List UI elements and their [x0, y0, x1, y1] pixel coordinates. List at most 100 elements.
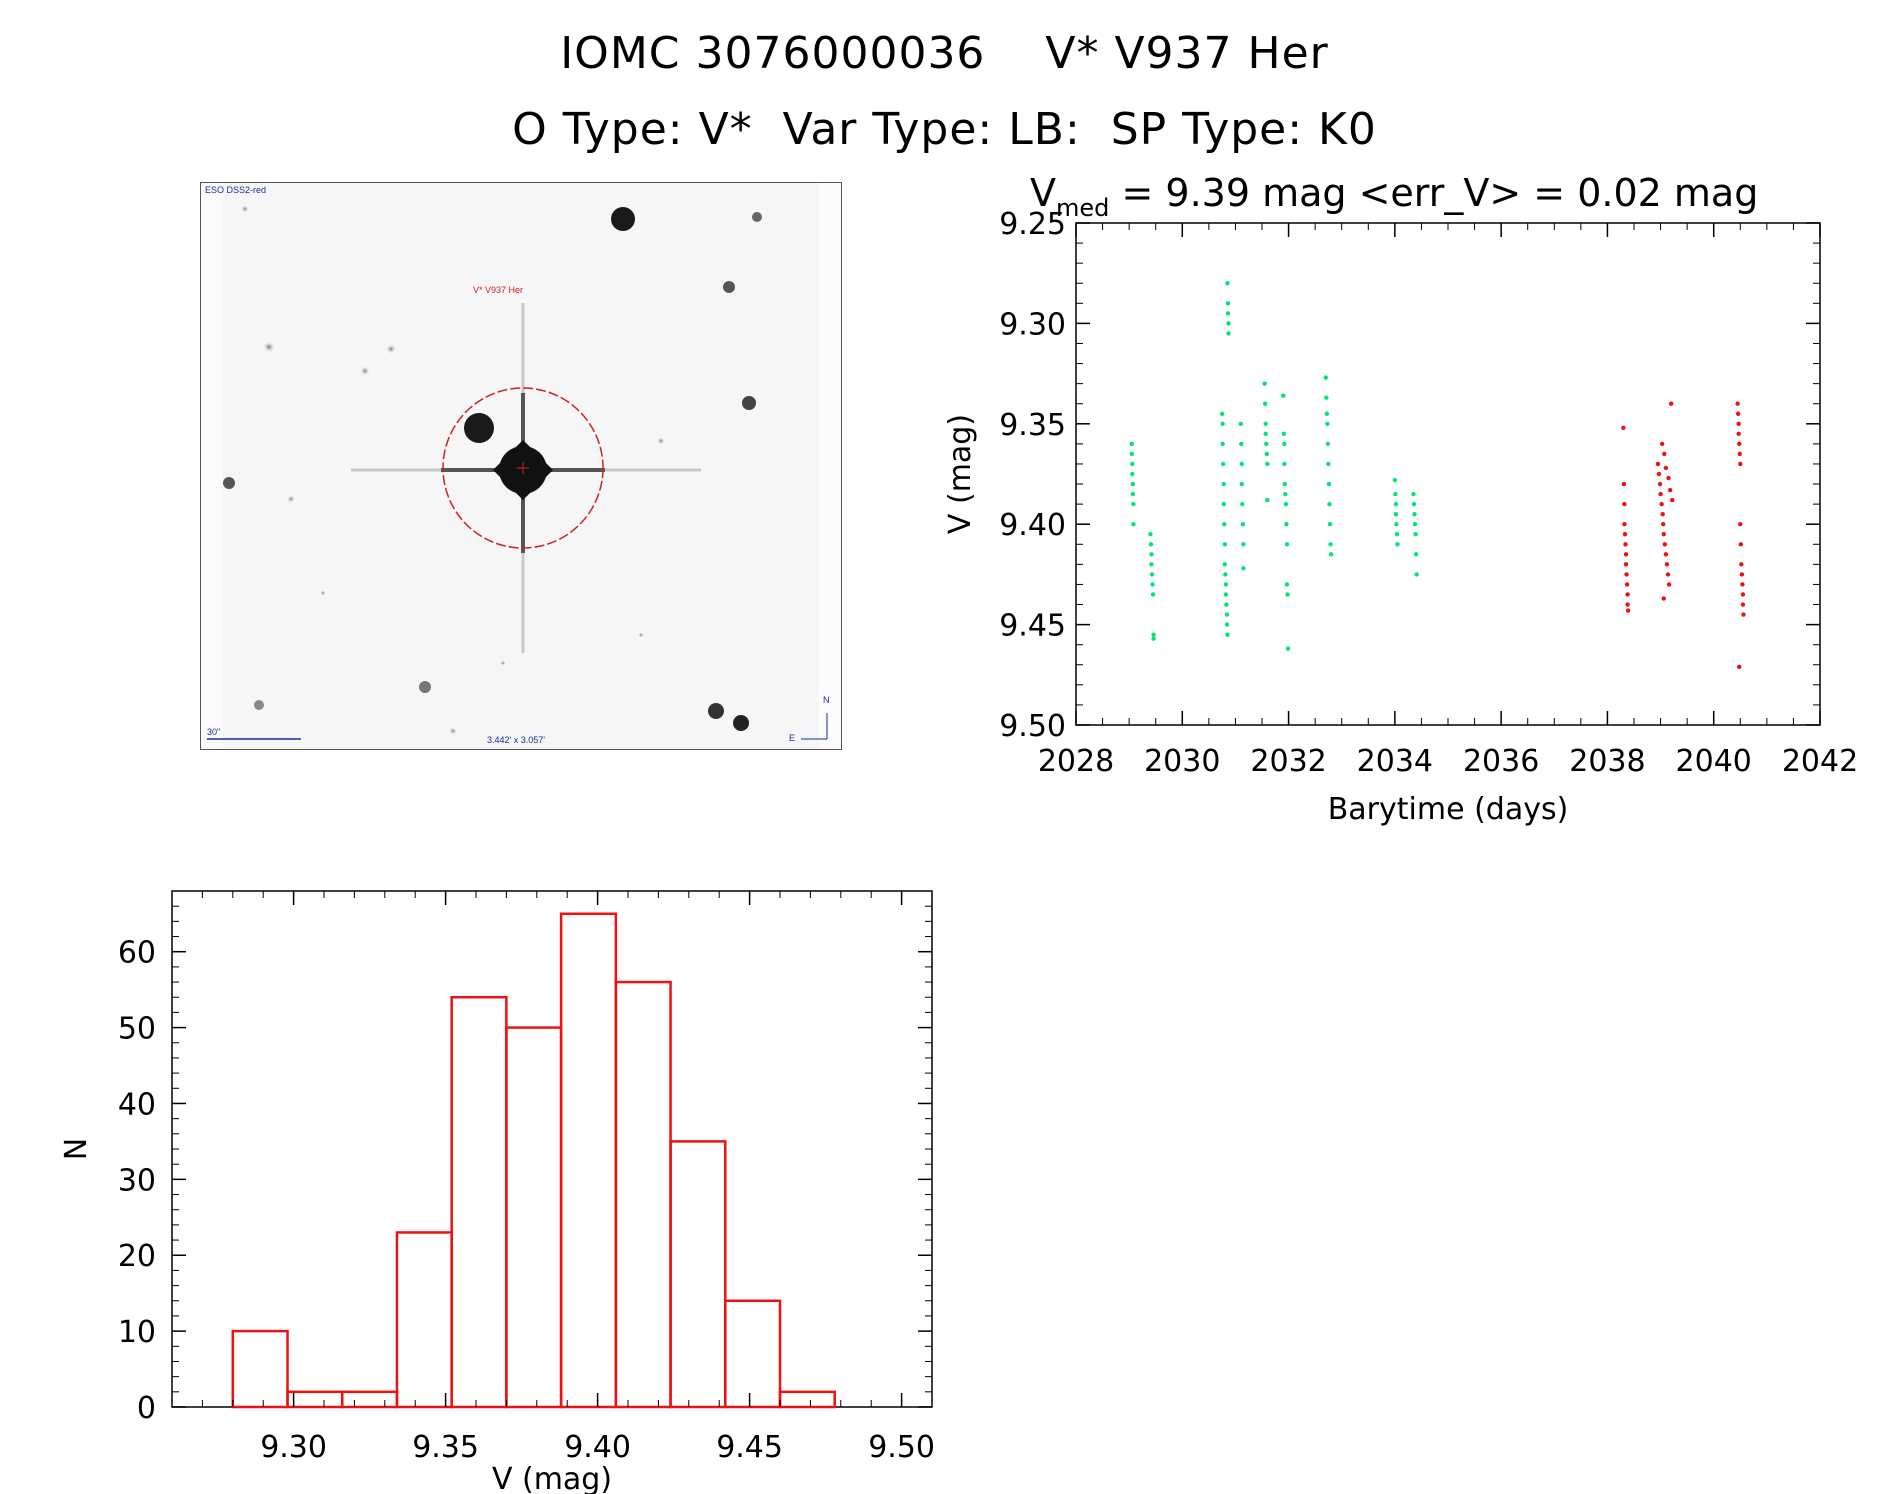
data-point-early	[1239, 441, 1244, 447]
data-point-late	[1667, 487, 1673, 493]
data-point-early	[1222, 542, 1228, 547]
y-tick-label: 30	[118, 1163, 156, 1198]
star	[733, 715, 749, 731]
data-point-early	[1226, 331, 1231, 336]
data-point-early	[1285, 646, 1291, 651]
data-point-early	[1411, 501, 1417, 507]
data-point-early	[1284, 582, 1290, 587]
data-point-early	[1262, 401, 1268, 406]
x-axis-label: Barytime (days)	[1328, 792, 1569, 827]
data-point-early	[1412, 522, 1418, 527]
data-point-late	[1658, 491, 1663, 497]
title-v-symbol: V	[1030, 171, 1056, 215]
data-point-early	[1284, 522, 1289, 527]
data-point-early	[1393, 501, 1399, 507]
histogram-bar	[340, 1390, 399, 1409]
data-point-early	[1323, 375, 1328, 380]
data-point-early	[1148, 532, 1153, 537]
data-point-late	[1737, 441, 1742, 447]
y-tick-label: 0	[137, 1391, 156, 1426]
data-point-late	[1656, 471, 1662, 477]
data-point-early	[1393, 511, 1399, 517]
data-point-early	[1238, 421, 1243, 426]
light-curve-title: Vmed = 9.39 mag <err_V> = 0.02 mag	[1030, 171, 1758, 222]
data-point-early	[1129, 451, 1135, 457]
star	[464, 413, 494, 443]
x-tick-label: 2040	[1676, 744, 1752, 779]
data-point-early	[1414, 572, 1419, 577]
histogram-bar	[669, 1140, 727, 1409]
star	[449, 727, 457, 735]
data-point-late	[1625, 602, 1630, 607]
data-point-late	[1659, 441, 1665, 447]
histogram-bar	[614, 980, 672, 1409]
data-point-late	[1735, 411, 1741, 416]
data-point-early	[1221, 481, 1226, 487]
x-axis-label: V (mag)	[492, 1462, 612, 1494]
x-tick-label: 9.50	[868, 1430, 935, 1465]
compass-north-label: N	[823, 695, 830, 705]
x-tick-label: 2028	[1038, 744, 1114, 779]
data-point-late	[1623, 542, 1628, 547]
star	[254, 700, 264, 710]
data-point-late	[1735, 401, 1740, 406]
data-point-late	[1661, 532, 1666, 537]
target-circle	[442, 387, 604, 549]
star	[500, 660, 506, 666]
data-point-early	[1241, 542, 1246, 547]
data-point-early	[1130, 461, 1135, 467]
data-point-early	[1394, 532, 1400, 537]
data-point-early	[1148, 542, 1154, 547]
x-tick-label: 9.35	[412, 1430, 479, 1465]
y-tick-label: 9.40	[999, 508, 1066, 543]
data-point-early	[1325, 441, 1331, 447]
data-point-early	[1264, 451, 1269, 457]
data-point-early	[1282, 461, 1287, 467]
data-point-early	[1130, 491, 1136, 497]
data-point-late	[1661, 522, 1666, 527]
data-point-early	[1149, 572, 1155, 577]
scale-label: 30"	[207, 727, 221, 737]
data-point-early	[1223, 572, 1228, 577]
data-point-early	[1283, 501, 1289, 507]
data-point-early	[1224, 602, 1229, 607]
data-point-late	[1624, 582, 1630, 587]
plot-frame	[171, 890, 933, 1408]
star	[287, 495, 295, 503]
data-point-late	[1737, 664, 1742, 669]
data-point-late	[1736, 431, 1741, 437]
data-point-early	[1328, 552, 1334, 557]
data-point-late	[1737, 451, 1742, 457]
survey-label: ESO DSS2-red	[205, 185, 267, 195]
y-tick-label: 60	[118, 936, 156, 971]
y-tick-label: 50	[118, 1012, 156, 1047]
histogram-bar	[505, 1026, 563, 1409]
data-point-early	[1262, 381, 1267, 386]
data-point-late	[1740, 582, 1745, 587]
data-point-early	[1225, 311, 1231, 316]
star	[742, 396, 756, 410]
data-point-early	[1219, 411, 1225, 416]
data-point-early	[1223, 592, 1229, 597]
data-point-late	[1663, 552, 1669, 557]
y-tick-label: 9.25	[999, 207, 1066, 242]
data-point-early	[1265, 461, 1270, 467]
histogram-bar	[286, 1390, 344, 1409]
data-point-early	[1393, 491, 1398, 497]
data-point-early	[1149, 552, 1154, 557]
histogram-bar	[778, 1390, 836, 1409]
data-point-early	[1226, 321, 1231, 326]
star	[320, 590, 326, 596]
title-v-subscript: med	[1056, 194, 1109, 222]
data-point-early	[1150, 582, 1155, 587]
data-point-late	[1623, 552, 1629, 557]
data-point-late	[1655, 461, 1661, 467]
data-point-early	[1325, 421, 1330, 426]
star	[611, 207, 635, 231]
data-point-late	[1662, 451, 1667, 457]
data-point-early	[1264, 441, 1269, 447]
histogram-bar	[724, 1299, 782, 1409]
data-point-early	[1324, 411, 1330, 416]
data-point-late	[1666, 582, 1672, 587]
compass-east-label: E	[789, 733, 796, 743]
